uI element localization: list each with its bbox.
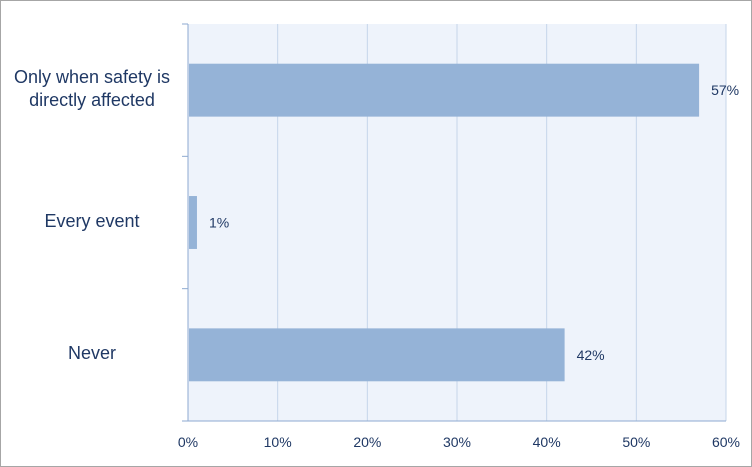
data-label: 57% bbox=[711, 82, 739, 98]
x-tick-label: 0% bbox=[178, 434, 198, 450]
x-tick-label: 40% bbox=[533, 434, 561, 450]
category-label: Every event bbox=[4, 210, 180, 233]
x-tick-label: 30% bbox=[443, 434, 471, 450]
x-tick-label: 50% bbox=[622, 434, 650, 450]
x-tick-label: 20% bbox=[353, 434, 381, 450]
bar bbox=[189, 196, 197, 249]
category-label-line: Every event bbox=[44, 211, 140, 231]
category-label: Never bbox=[4, 342, 180, 365]
data-label: 42% bbox=[577, 347, 605, 363]
category-label: Only when safety is directly affected bbox=[4, 66, 180, 112]
category-label-line: directly affected bbox=[29, 90, 155, 111]
x-tick-label: 10% bbox=[264, 434, 292, 450]
bar bbox=[189, 63, 700, 117]
bar bbox=[189, 328, 565, 382]
category-label-line: Never bbox=[67, 343, 116, 364]
category-label-line: Only when safety is bbox=[13, 67, 171, 88]
data-label: 1% bbox=[209, 215, 229, 231]
x-tick-label: 60% bbox=[712, 434, 740, 450]
